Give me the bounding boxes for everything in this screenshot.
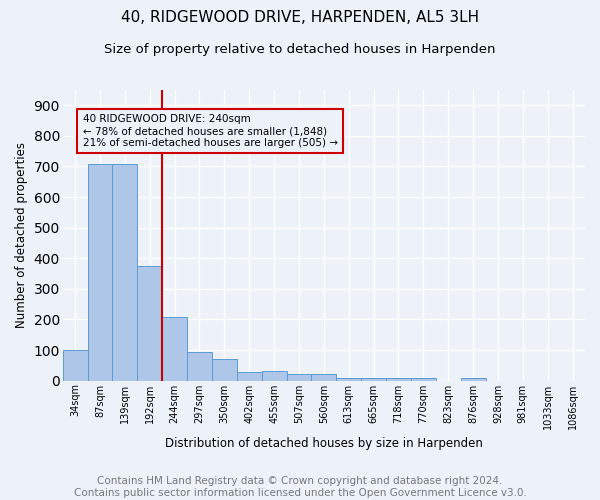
Bar [237,372,262,380]
Bar [287,374,311,380]
Bar [88,164,112,380]
X-axis label: Distribution of detached houses by size in Harpenden: Distribution of detached houses by size … [165,437,483,450]
Bar [262,371,287,380]
Bar [411,378,436,380]
Y-axis label: Number of detached properties: Number of detached properties [15,142,28,328]
Bar [311,374,336,380]
Text: 40, RIDGEWOOD DRIVE, HARPENDEN, AL5 3LH: 40, RIDGEWOOD DRIVE, HARPENDEN, AL5 3LH [121,10,479,25]
Text: 40 RIDGEWOOD DRIVE: 240sqm
← 78% of detached houses are smaller (1,848)
21% of s: 40 RIDGEWOOD DRIVE: 240sqm ← 78% of deta… [83,114,338,148]
Bar [162,318,187,380]
Bar [336,378,361,380]
Bar [137,266,162,380]
Bar [212,359,237,380]
Bar [461,378,485,380]
Bar [63,350,88,380]
Text: Contains HM Land Registry data © Crown copyright and database right 2024.
Contai: Contains HM Land Registry data © Crown c… [74,476,526,498]
Bar [361,378,386,380]
Text: Size of property relative to detached houses in Harpenden: Size of property relative to detached ho… [104,42,496,56]
Bar [112,164,137,380]
Bar [187,352,212,380]
Bar [386,378,411,380]
